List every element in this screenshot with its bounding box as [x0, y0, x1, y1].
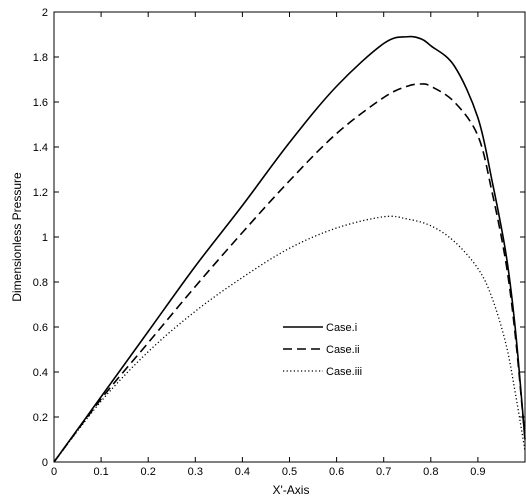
x-tick-label: 0.9 [470, 466, 485, 478]
x-tick-label: 0 [51, 466, 57, 478]
x-tick-label: 0.4 [235, 466, 250, 478]
legend-label-3: Case.iii [326, 366, 362, 378]
x-tick-label: 0.5 [282, 466, 297, 478]
y-tick-label: 1.8 [33, 52, 48, 64]
series-line-1 [53, 35, 526, 463]
y-tick-label: 0 [42, 457, 48, 469]
y-tick-label: 1.6 [33, 97, 48, 109]
x-tick-label: 0.7 [376, 466, 391, 478]
x-tick-label: 0.1 [93, 466, 108, 478]
x-axis-ticks: 0 0.1 0.2 0.3 0.4 0.5 0.6 0.7 0.8 0.9 [51, 12, 486, 478]
y-tick-label: 0.8 [33, 277, 48, 289]
y-tick-label: 1.2 [33, 187, 48, 199]
x-axis-label: X'-Axis [273, 483, 310, 497]
x-tick-label: 0.8 [423, 466, 438, 478]
y-tick-label: 0.4 [33, 367, 48, 379]
y-axis-ticks: 0 0.2 0.4 0.6 0.8 1 1.2 1.4 1.6 1.8 2 [33, 7, 525, 469]
plot-frame [53, 11, 526, 463]
x-tick-label: 0.3 [188, 466, 203, 478]
legend-label-1: Case.i [326, 322, 357, 334]
series-line-3 [53, 215, 526, 463]
y-axis-label: Dimensionless Pressure [10, 172, 24, 302]
legend: Case.i Case.ii Case.iii [283, 322, 362, 378]
y-tick-label: 2 [42, 7, 48, 19]
series-line-2 [53, 83, 526, 463]
y-tick-label: 1 [42, 232, 48, 244]
series-group [53, 35, 526, 463]
y-tick-label: 0.6 [33, 322, 48, 334]
legend-label-2: Case.ii [326, 344, 360, 356]
x-tick-label: 0.2 [141, 466, 156, 478]
plot-area-border [53, 11, 526, 463]
x-tick-label: 0.6 [329, 466, 344, 478]
y-tick-label: 1.4 [33, 142, 48, 154]
y-tick-label: 0.2 [33, 412, 48, 424]
